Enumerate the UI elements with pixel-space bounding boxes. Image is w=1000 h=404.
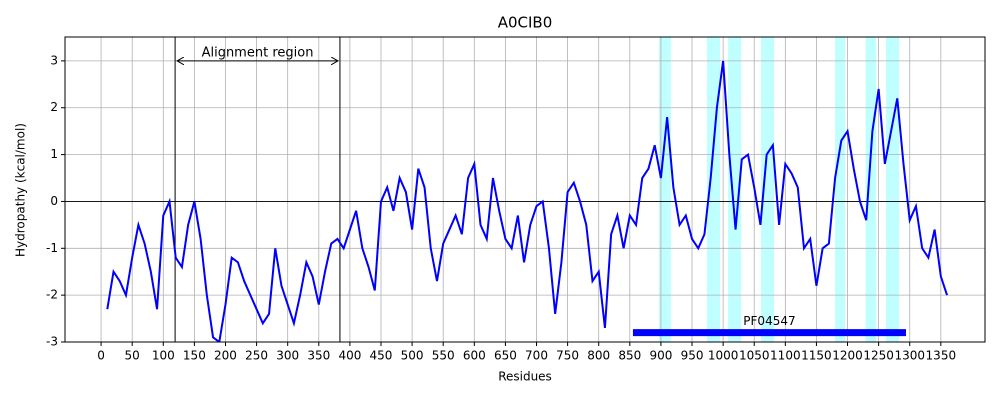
x-tick-label: 100	[152, 349, 175, 363]
x-tick-label: 1300	[894, 349, 925, 363]
x-tick-label: 600	[463, 349, 486, 363]
y-axis-label: Hydropathy (kcal/mol)	[14, 123, 28, 257]
x-tick-label: 1100	[770, 349, 801, 363]
y-tick-label: -2	[46, 288, 58, 302]
x-axis-label: Residues	[498, 370, 552, 384]
plot-area	[65, 37, 985, 342]
y-tick-label: -3	[46, 335, 58, 349]
x-tick-label: 750	[556, 349, 579, 363]
x-tick-label: 250	[245, 349, 268, 363]
y-tick-label: 3	[50, 53, 58, 67]
x-tick-label: 950	[681, 349, 704, 363]
chart-title: A0CIB0	[498, 14, 553, 32]
x-tick-label: 1050	[739, 349, 770, 363]
x-tick-label: 400	[338, 349, 361, 363]
x-tick-label: 1350	[926, 349, 957, 363]
x-tick-label: 1150	[801, 349, 832, 363]
highlight-region	[659, 37, 671, 342]
x-tick-label: 0	[97, 349, 105, 363]
alignment-label: Alignment region	[202, 45, 314, 60]
highlight-region	[865, 37, 877, 342]
y-tick-label: -1	[46, 241, 58, 255]
highlight-region	[835, 37, 846, 342]
x-tick-label: 800	[587, 349, 610, 363]
x-tick-label: 650	[494, 349, 517, 363]
x-tick-label: 700	[525, 349, 548, 363]
highlight-region	[761, 37, 775, 342]
x-tick-label: 450	[370, 349, 393, 363]
domain-bar	[632, 329, 907, 337]
highlight-region	[886, 37, 900, 342]
x-tick-label: 300	[276, 349, 299, 363]
x-tick-label: 200	[214, 349, 237, 363]
hydropathy-line	[106, 60, 949, 342]
x-tick-label: 900	[649, 349, 672, 363]
y-tick-label: 1	[50, 147, 58, 161]
x-tick-label: 500	[401, 349, 424, 363]
x-tick-label: 1250	[863, 349, 894, 363]
axes-frame	[64, 36, 986, 343]
x-tick-label: 850	[618, 349, 641, 363]
x-tick-label: 150	[183, 349, 206, 363]
x-tick-label: 1000	[708, 349, 739, 363]
y-tick-label: 2	[50, 100, 58, 114]
x-tick-label: 1200	[832, 349, 863, 363]
y-tick-label: 0	[50, 194, 58, 208]
x-tick-label: 50	[125, 349, 140, 363]
highlight-region	[728, 37, 742, 342]
x-tick-label: 550	[432, 349, 455, 363]
domain-label: PF04547	[743, 314, 795, 328]
x-tick-label: 350	[307, 349, 330, 363]
